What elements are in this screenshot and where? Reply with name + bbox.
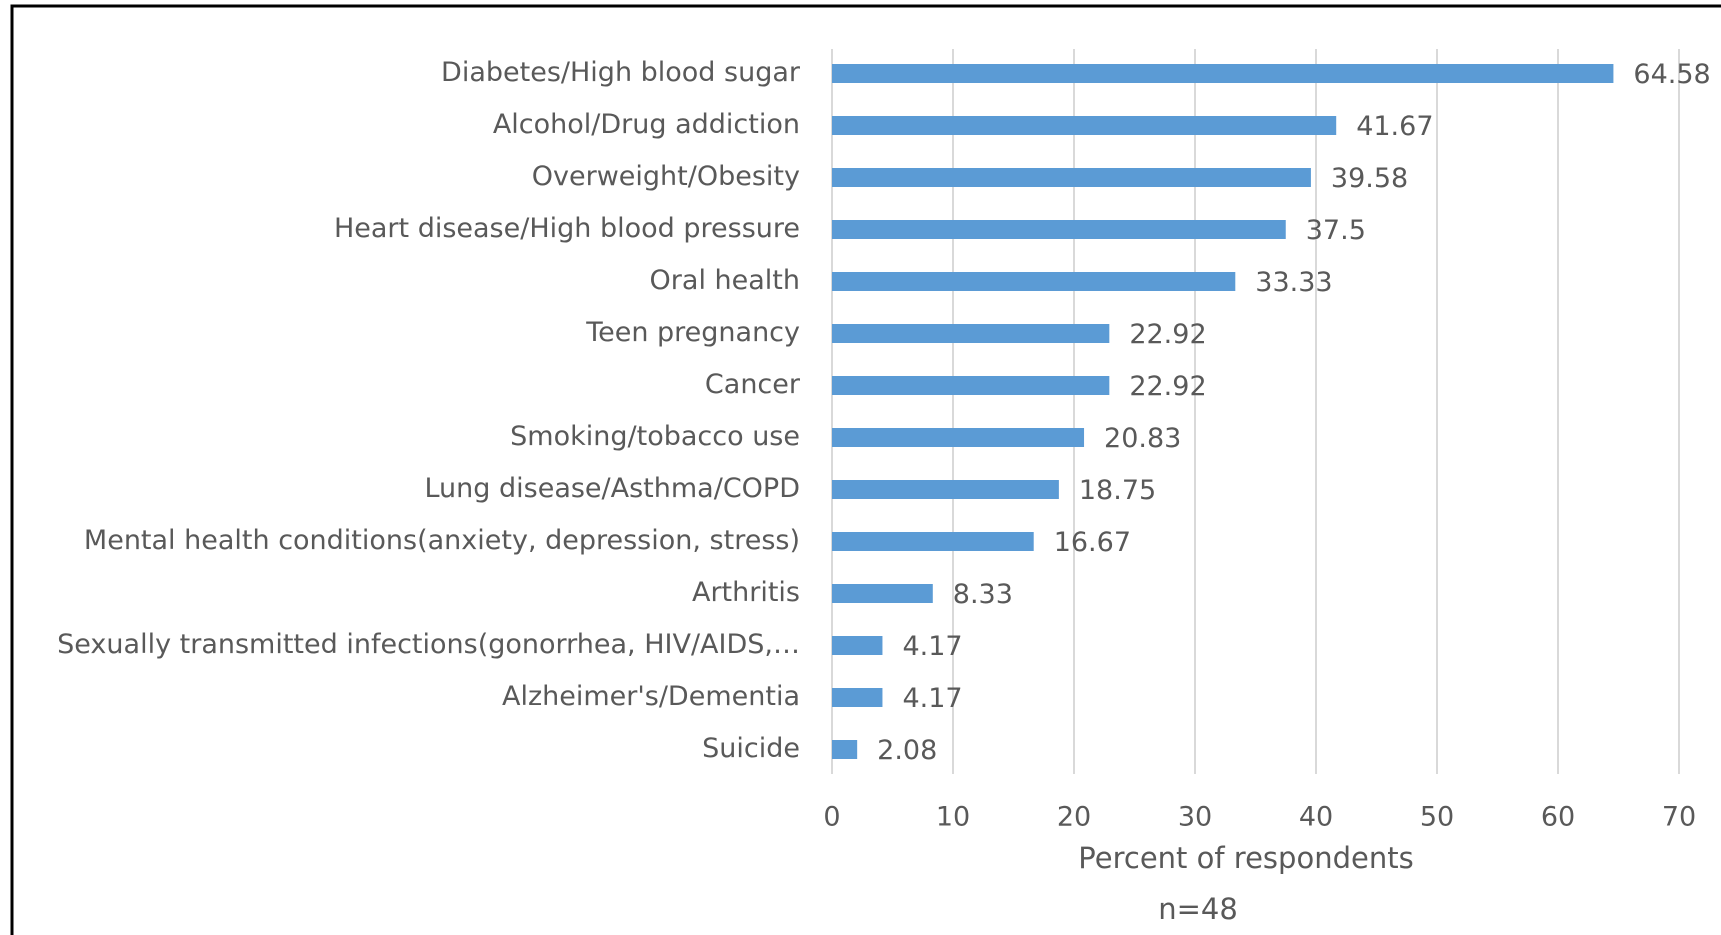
data-label: 8.33 xyxy=(953,579,1013,610)
data-label: 4.17 xyxy=(902,683,962,714)
bar xyxy=(832,532,1034,551)
x-tick-label: 40 xyxy=(1299,802,1333,833)
data-label: 2.08 xyxy=(877,735,937,766)
chart-frame xyxy=(10,4,1721,935)
y-tick-label: Smoking/tobacco use xyxy=(510,421,800,452)
bar xyxy=(832,688,883,707)
data-label: 22.92 xyxy=(1129,371,1206,402)
bar xyxy=(832,480,1059,499)
data-label: 4.17 xyxy=(902,631,962,662)
data-label: 16.67 xyxy=(1054,527,1131,558)
y-tick-label: Arthritis xyxy=(692,577,800,608)
y-tick-label: Teen pregnancy xyxy=(585,317,800,348)
y-tick-label: Suicide xyxy=(702,733,800,764)
y-tick-label: Sexually transmitted infections(gonorrhe… xyxy=(57,629,800,660)
x-tick-label: 60 xyxy=(1541,802,1575,833)
data-label: 18.75 xyxy=(1079,475,1156,506)
bar xyxy=(832,64,1614,83)
x-tick-label: 50 xyxy=(1420,802,1454,833)
y-tick-label: Oral health xyxy=(650,265,800,296)
bar xyxy=(832,584,933,603)
bar xyxy=(832,220,1286,239)
y-tick-label: Alzheimer's/Dementia xyxy=(502,681,800,712)
y-tick-label: Heart disease/High blood pressure xyxy=(334,213,800,244)
y-tick-label: Alcohol/Drug addiction xyxy=(493,109,800,140)
y-tick-label: Cancer xyxy=(705,369,801,400)
data-label: 41.67 xyxy=(1356,111,1433,142)
y-tick-label: Diabetes/High blood sugar xyxy=(441,57,801,88)
x-tick-label: 70 xyxy=(1662,802,1696,833)
bar xyxy=(832,636,883,655)
y-tick-label: Overweight/Obesity xyxy=(532,161,800,192)
data-label: 20.83 xyxy=(1104,423,1181,454)
bar xyxy=(832,168,1311,187)
x-tick-label: 20 xyxy=(1057,802,1091,833)
bar xyxy=(832,740,858,759)
data-label: 39.58 xyxy=(1331,163,1408,194)
data-label: 33.33 xyxy=(1255,267,1332,298)
x-tick-label: 30 xyxy=(1178,802,1212,833)
y-tick-label: Lung disease/Asthma/COPD xyxy=(424,473,800,504)
bar xyxy=(832,272,1236,291)
data-label: 22.92 xyxy=(1129,319,1206,350)
data-label: 37.5 xyxy=(1306,215,1366,246)
x-tick-label: 10 xyxy=(936,802,970,833)
x-tick-label: 0 xyxy=(823,802,840,833)
bar xyxy=(832,428,1085,447)
y-tick-label: Mental health conditions(anxiety, depres… xyxy=(84,525,800,556)
bar xyxy=(832,116,1337,135)
annotation: n=48 xyxy=(1158,892,1238,926)
bar xyxy=(832,376,1110,395)
data-label: 64.58 xyxy=(1633,59,1710,90)
x-axis-label: Percent of respondents xyxy=(1078,841,1413,875)
bar xyxy=(832,324,1110,343)
